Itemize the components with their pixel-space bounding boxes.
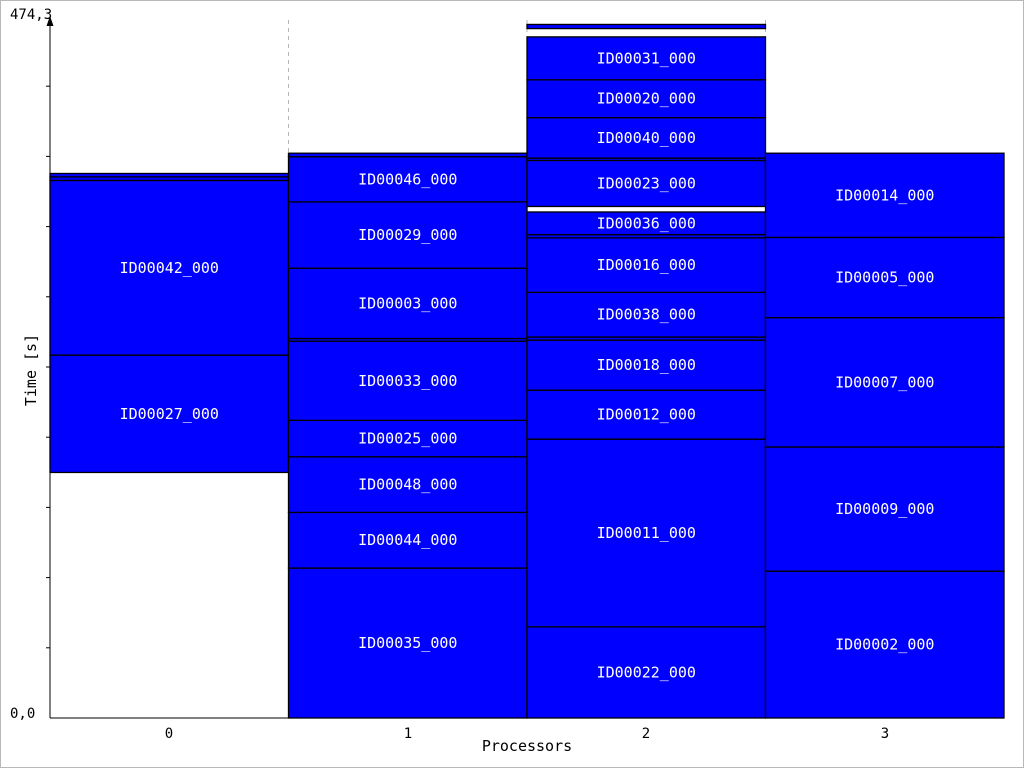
axes <box>46 16 1004 719</box>
task-label: ID00044_000 <box>358 531 457 549</box>
task-label: ID00011_000 <box>597 524 696 542</box>
task-label: ID00038_000 <box>597 306 696 324</box>
task-bar <box>526 79 767 119</box>
x-tick-label: 2 <box>642 726 650 742</box>
task-bar <box>526 291 767 338</box>
task-label: ID00012_000 <box>597 406 696 424</box>
x-tick-label: 3 <box>881 726 889 742</box>
task-label: ID00029_000 <box>358 226 457 244</box>
task-label: ID00048_000 <box>358 476 457 494</box>
task-bar-sliver <box>49 172 290 178</box>
task-bar <box>526 117 767 159</box>
y-axis-ticks <box>46 85 50 649</box>
task-bar <box>764 236 1005 319</box>
task-bar-sliver <box>526 23 767 30</box>
task-label: ID00042_000 <box>120 259 219 277</box>
task-label: ID00003_000 <box>358 294 457 312</box>
task-bar-sliver <box>287 152 528 158</box>
task-label: ID00002_000 <box>835 636 934 654</box>
task-bar <box>526 626 767 719</box>
task-bar <box>526 389 767 440</box>
task-label: ID00020_000 <box>597 90 696 108</box>
task-label: ID00009_000 <box>835 500 934 518</box>
task-bar <box>287 419 528 458</box>
x-axis-title: Processors <box>482 737 572 755</box>
x-tick-label: 1 <box>404 726 412 742</box>
task-label: ID00035_000 <box>358 634 457 652</box>
task-bar <box>764 152 1005 239</box>
task-bar <box>764 446 1005 572</box>
task-bar <box>526 36 767 81</box>
task-label: ID00018_000 <box>597 356 696 374</box>
task-bar <box>764 570 1005 719</box>
task-label: ID00031_000 <box>597 49 696 67</box>
task-bars: ID00027_000 ID00042_000 ID00035_000 ID00044… <box>49 23 1005 719</box>
task-bar <box>287 456 528 514</box>
task-bar <box>764 316 1005 448</box>
task-label: ID00005_000 <box>835 269 934 287</box>
task-bar <box>526 159 767 208</box>
y-axis-arrow <box>46 16 54 26</box>
y-tick-label-max: 474,3 <box>10 7 52 23</box>
task-label: ID00027_000 <box>120 405 219 423</box>
task-bar <box>287 267 528 340</box>
task-bar <box>287 340 528 422</box>
x-tick-label: 0 <box>165 726 173 742</box>
task-bar <box>49 179 290 356</box>
task-label: ID00033_000 <box>358 372 457 390</box>
y-tick-label-min: 0,0 <box>10 706 35 722</box>
task-label: ID00016_000 <box>597 256 696 274</box>
task-bar <box>526 438 767 628</box>
task-label: ID00007_000 <box>835 373 934 391</box>
task-label: ID00040_000 <box>597 129 696 147</box>
task-label: ID00036_000 <box>597 214 696 232</box>
task-bar <box>526 339 767 391</box>
task-label: ID00022_000 <box>597 663 696 681</box>
task-label: ID00025_000 <box>358 430 457 448</box>
task-label: ID00023_000 <box>597 174 696 192</box>
task-label: ID00014_000 <box>835 186 934 204</box>
task-label: ID00046_000 <box>358 170 457 188</box>
axis-labels: 474,3 0,0 0 1 2 3 Processors Time [s] <box>10 7 889 755</box>
y-axis-title: Time [s] <box>22 334 40 406</box>
task-bar <box>287 201 528 269</box>
